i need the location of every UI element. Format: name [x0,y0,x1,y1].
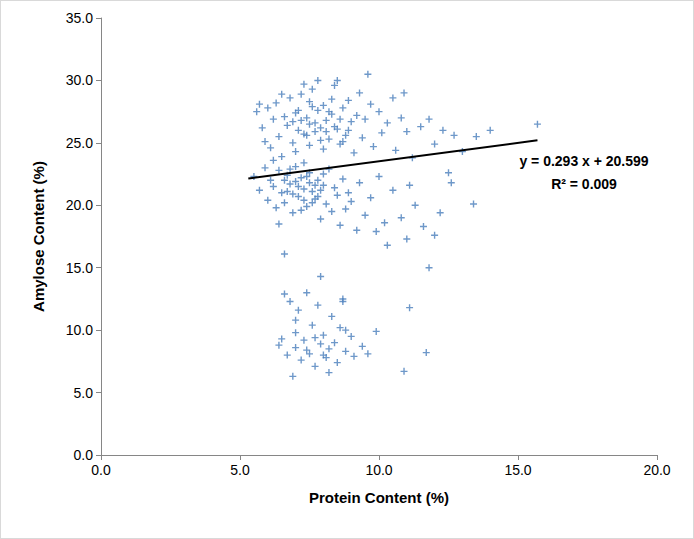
svg-text:R² = 0.009: R² = 0.009 [551,176,617,192]
svg-text:25.0: 25.0 [66,135,93,151]
svg-text:10.0: 10.0 [66,322,93,338]
svg-text:15.0: 15.0 [66,260,93,276]
svg-text:0.0: 0.0 [74,447,94,463]
svg-text:Protein Content (%): Protein Content (%) [309,489,449,506]
svg-text:15.0: 15.0 [504,462,531,478]
svg-text:y = 0.293 x + 20.599: y = 0.293 x + 20.599 [519,153,648,169]
svg-text:20.0: 20.0 [66,197,93,213]
svg-text:30.0: 30.0 [66,72,93,88]
svg-text:35.0: 35.0 [66,10,93,26]
svg-text:10.0: 10.0 [365,462,392,478]
svg-text:5.0: 5.0 [230,462,250,478]
svg-text:0.0: 0.0 [91,462,111,478]
svg-text:Amylose Content (%): Amylose Content (%) [30,161,47,312]
svg-text:5.0: 5.0 [74,385,94,401]
svg-text:20.0: 20.0 [643,462,670,478]
